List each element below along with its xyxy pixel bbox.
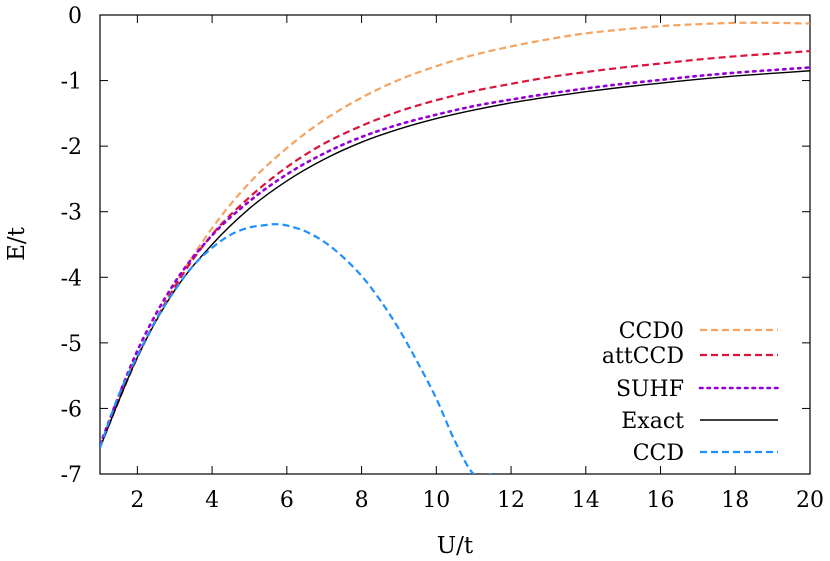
y-tick-label: -7 <box>61 463 82 488</box>
series-line-suhf <box>100 66 810 446</box>
y-tick-label: -3 <box>61 201 82 226</box>
x-tick-label: 8 <box>355 488 369 513</box>
x-tick-label: 14 <box>572 488 600 513</box>
y-tick-label: -2 <box>61 135 82 160</box>
legend-entry-exact: Exact <box>621 409 778 434</box>
x-tick-label: 20 <box>796 488 824 513</box>
series-line-ccd <box>100 223 493 474</box>
legend-entry-ccd0: CCD0 <box>619 319 778 344</box>
x-tick-label: 2 <box>130 488 144 513</box>
series-line-ccd0 <box>100 21 810 449</box>
series-line-exact <box>100 70 810 449</box>
legend-entry-ccd: CCD <box>633 441 778 466</box>
y-tick-label: 0 <box>68 4 82 29</box>
y-axis-label: E/t <box>4 226 30 261</box>
series-layer <box>100 21 810 474</box>
x-tick-label: 12 <box>497 488 525 513</box>
y-tick-label: -6 <box>61 397 82 422</box>
plot-border <box>99 14 811 475</box>
y-tick-label: -4 <box>61 266 82 291</box>
plot-frame <box>99 14 811 475</box>
legend-label: CCD0 <box>619 319 684 344</box>
x-tick-label: 16 <box>647 488 675 513</box>
legend-entry-suhf: SUHF <box>616 377 780 402</box>
legend-label: SUHF <box>616 377 684 402</box>
x-tick-label: 10 <box>422 488 450 513</box>
legend-label: Exact <box>621 409 684 434</box>
legend-entry-attccd: attCCD <box>602 344 778 369</box>
ticks-layer: 2 4 6 8 10 12 14 16 18 20 0 -1 -2 -3 -4 -5 -6 -7 <box>61 4 824 513</box>
legend-label: attCCD <box>602 344 684 369</box>
x-tick-label: 4 <box>205 488 219 513</box>
y-tick-label: -5 <box>61 332 82 357</box>
legend-label: CCD <box>633 441 684 466</box>
y-tick-label: -1 <box>61 70 82 95</box>
x-axis-label: U/t <box>437 533 474 559</box>
x-tick-label: 18 <box>721 488 749 513</box>
x-tick-label: 6 <box>280 488 294 513</box>
